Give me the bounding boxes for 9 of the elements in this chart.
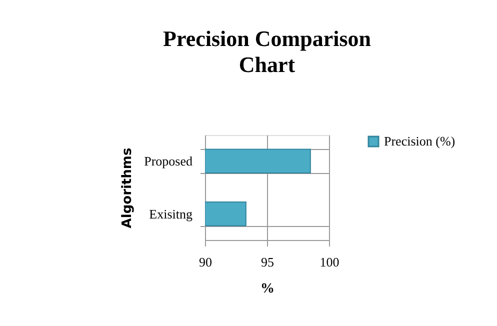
y-tick-label: Proposed [144, 154, 193, 169]
x-tick-label: 90 [199, 254, 212, 270]
legend-label: Precision (%) [384, 134, 456, 148]
chart-title: Precision Comparison Chart [163, 26, 371, 77]
x-axis-title: % [260, 282, 274, 296]
y-axis-title: Algorithms [120, 148, 136, 228]
x-tick-label: 100 [320, 254, 340, 270]
y-tick-label: Exisitng [149, 206, 193, 222]
x-tick-label: 95 [261, 254, 274, 270]
